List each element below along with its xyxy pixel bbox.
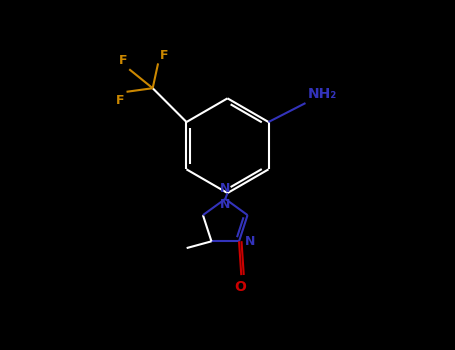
- Text: N: N: [244, 235, 255, 248]
- Text: N: N: [220, 198, 230, 211]
- Text: N: N: [220, 182, 230, 195]
- Text: F: F: [119, 55, 127, 68]
- Text: F: F: [160, 49, 168, 62]
- Text: O: O: [234, 280, 246, 294]
- Text: NH₂: NH₂: [308, 87, 337, 101]
- Text: F: F: [116, 93, 125, 107]
